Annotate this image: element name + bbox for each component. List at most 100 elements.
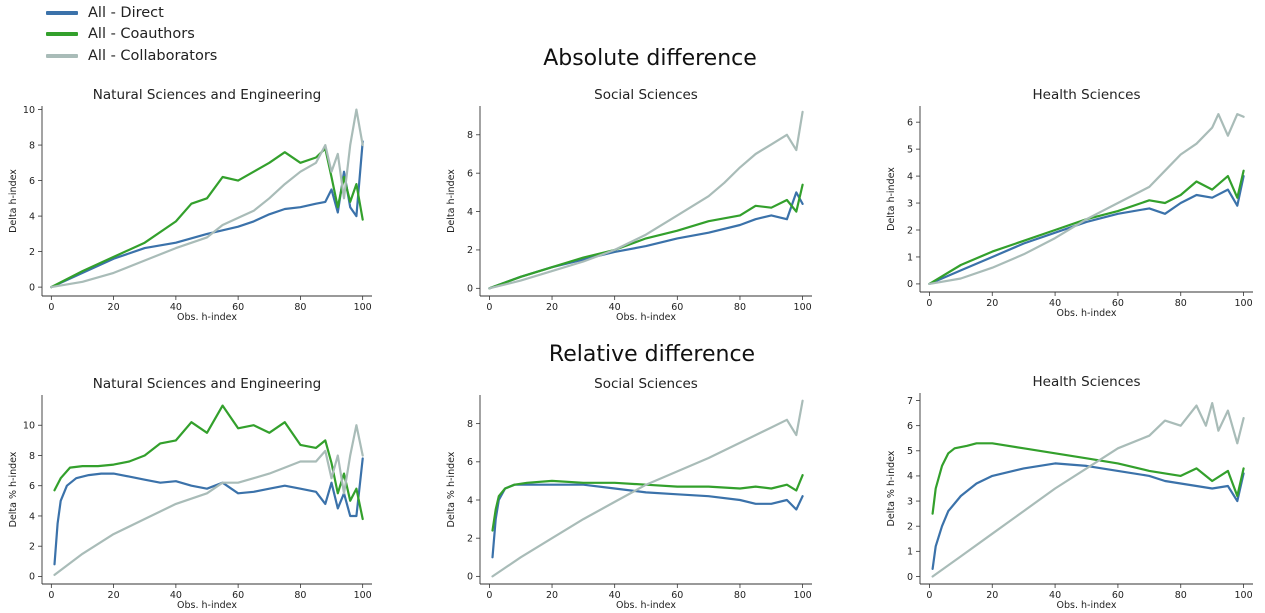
y-tick-label: 4 (29, 211, 35, 222)
panel-title: Social Sciences (594, 376, 698, 392)
y-tick-label: 6 (29, 176, 35, 187)
y-tick-label: 8 (467, 130, 473, 141)
y-axis-label: Delta % h-index (886, 450, 897, 526)
y-tick-label: 4 (467, 207, 473, 218)
y-tick-label: 0 (29, 282, 35, 293)
section-title-absolute: Absolute difference (543, 46, 757, 71)
x-tick-label: 60 (232, 590, 244, 601)
x-tick-label: 100 (1235, 298, 1253, 309)
y-tick-label: 4 (907, 171, 913, 182)
panel-title: Natural Sciences and Engineering (93, 87, 321, 103)
y-axis-label: Delta % h-index (8, 451, 19, 527)
x-tick-label: 60 (232, 302, 244, 313)
x-tick-label: 40 (1049, 298, 1061, 309)
x-tick-label: 100 (794, 590, 812, 601)
series-line-collaborators (53, 424, 364, 577)
y-tick-label: 2 (467, 533, 473, 544)
x-tick-label: 100 (354, 590, 372, 601)
series-line-collaborators (50, 108, 364, 289)
legend-item-direct: All - Direct (46, 2, 217, 24)
x-tick-label: 20 (546, 302, 558, 313)
x-tick-label: 20 (108, 302, 120, 313)
y-tick-label: 1 (907, 547, 913, 558)
y-tick-label: 10 (23, 421, 35, 432)
series-line-coauthors (53, 404, 364, 521)
y-tick-label: 8 (29, 140, 35, 151)
y-tick-label: 0 (467, 284, 473, 295)
series-line-direct (53, 457, 364, 566)
y-tick-label: 3 (907, 198, 913, 209)
y-tick-label: 10 (23, 105, 35, 116)
series-line-collaborators (928, 112, 1245, 285)
x-tick-label: 40 (609, 302, 621, 313)
legend-swatch-direct (46, 10, 78, 15)
y-axis-label: Delta h-index (446, 169, 457, 233)
x-tick-label: 40 (170, 302, 182, 313)
x-tick-label: 0 (926, 298, 932, 309)
y-tick-label: 2 (907, 521, 913, 532)
y-tick-label: 0 (907, 279, 913, 290)
panel-title: Natural Sciences and Engineering (93, 376, 321, 392)
y-tick-label: 3 (907, 496, 913, 507)
x-tick-label: 60 (1112, 298, 1124, 309)
series-line-coauthors (931, 442, 1245, 515)
y-tick-label: 2 (29, 542, 35, 553)
x-axis-label: Obs. h-index (616, 312, 676, 323)
series-line-coauthors (488, 183, 804, 290)
x-tick-label: 0 (48, 302, 54, 313)
y-axis-label: Delta % h-index (446, 451, 457, 527)
series-line-coauthors (928, 169, 1245, 285)
x-tick-label: 0 (48, 590, 54, 601)
y-tick-label: 5 (907, 446, 913, 457)
x-tick-label: 80 (294, 590, 306, 601)
legend-label-collaborators: All - Collaborators (88, 47, 218, 64)
x-tick-label: 20 (546, 590, 558, 601)
legend: All - Direct All - Coauthors All - Colla… (46, 2, 217, 67)
x-tick-label: 40 (609, 590, 621, 601)
y-tick-label: 2 (907, 225, 913, 236)
y-tick-label: 6 (907, 421, 913, 432)
panel-title: Social Sciences (594, 87, 698, 103)
series-line-collaborators (488, 110, 804, 290)
y-tick-label: 2 (29, 247, 35, 258)
section-title-relative: Relative difference (548, 342, 756, 367)
x-tick-label: 100 (794, 302, 812, 313)
x-tick-label: 100 (354, 302, 372, 313)
x-tick-label: 0 (926, 590, 932, 601)
y-tick-label: 6 (467, 457, 473, 468)
x-tick-label: 80 (734, 590, 746, 601)
legend-label-coauthors: All - Coauthors (88, 26, 195, 43)
x-tick-label: 80 (1175, 590, 1187, 601)
x-tick-label: 80 (1175, 298, 1187, 309)
x-axis-label: Obs. h-index (616, 600, 676, 611)
y-tick-label: 8 (467, 419, 473, 430)
y-tick-label: 6 (467, 168, 473, 179)
x-axis-label: Obs. h-index (1057, 308, 1117, 319)
y-tick-label: 4 (907, 471, 913, 482)
panel-title: Health Sciences (1033, 374, 1141, 390)
legend-item-coauthors: All - Coauthors (46, 24, 217, 46)
x-tick-label: 60 (671, 302, 683, 313)
series-line-collaborators (491, 399, 804, 578)
series-line-direct (931, 462, 1245, 571)
series-line-collaborators (931, 402, 1245, 578)
series-line-direct (928, 175, 1245, 285)
x-tick-label: 60 (1112, 590, 1124, 601)
x-tick-label: 80 (294, 302, 306, 313)
y-tick-label: 6 (29, 481, 35, 492)
legend-swatch-coauthors (46, 32, 78, 37)
y-axis-label: Delta h-index (886, 167, 897, 231)
series-line-coauthors (491, 474, 804, 532)
x-axis-label: Obs. h-index (177, 312, 237, 323)
y-tick-label: 8 (29, 451, 35, 462)
x-tick-label: 100 (1235, 590, 1253, 601)
x-tick-label: 20 (108, 590, 120, 601)
x-tick-label: 20 (986, 590, 998, 601)
y-axis-label: Delta h-index (8, 169, 19, 233)
y-tick-label: 0 (467, 572, 473, 583)
x-tick-label: 0 (486, 302, 492, 313)
y-tick-label: 0 (907, 572, 913, 583)
x-tick-label: 20 (986, 298, 998, 309)
y-tick-label: 1 (907, 252, 913, 263)
